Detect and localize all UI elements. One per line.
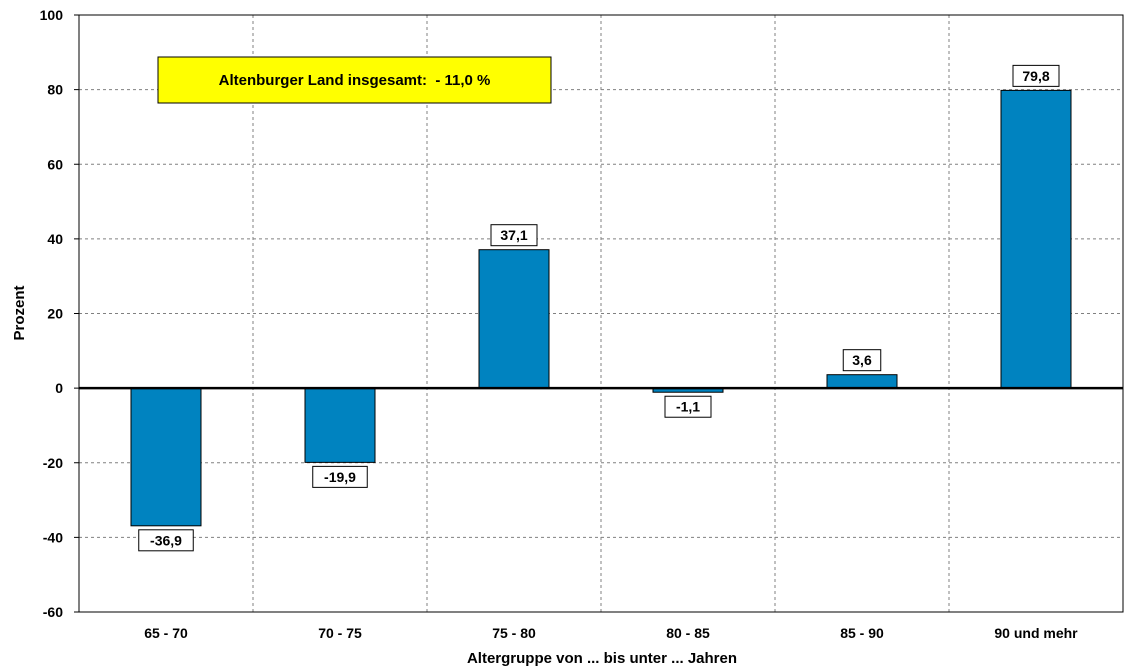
grid-lines [79, 15, 1123, 612]
x-tick-label: 80 - 85 [666, 625, 710, 641]
data-label-text: -19,9 [324, 469, 356, 485]
x-tick-label: 65 - 70 [144, 625, 188, 641]
data-label: -36,9 [138, 529, 194, 552]
bars [130, 89, 1072, 527]
y-tick-label: 100 [40, 7, 64, 23]
bar [304, 387, 376, 463]
x-tick-label: 75 - 80 [492, 625, 536, 641]
y-tick-label: 60 [47, 156, 63, 172]
data-label: -1,1 [664, 395, 712, 418]
y-axis-ticks: 100 80 60 40 20 0 -20 -40 -60 [40, 7, 79, 620]
x-tick-label: 70 - 75 [318, 625, 362, 641]
x-axis-ticks: 65 - 70 70 - 75 75 - 80 80 - 85 85 - 90 90 un… [144, 625, 1078, 641]
y-tick-label: 40 [47, 231, 63, 247]
data-label-text: 79,8 [1022, 68, 1049, 84]
bar [478, 249, 550, 389]
data-label: -19,9 [312, 465, 368, 488]
y-tick-label: -40 [43, 529, 63, 545]
data-label-box [1012, 64, 1060, 87]
y-tick-label: -20 [43, 455, 63, 471]
x-axis-title: Altergruppe von ... bis unter ... Jahren [467, 650, 737, 667]
annotation-box: Altenburger Land insgesamt: - 11,0 % [157, 56, 552, 104]
data-label-text: -36,9 [150, 532, 182, 548]
bar [130, 387, 202, 527]
data-label-box [842, 349, 882, 372]
data-label-box [138, 529, 194, 552]
y-tick-label: 0 [55, 380, 63, 396]
data-label: 37,1 [490, 224, 538, 247]
data-label-box [664, 395, 712, 418]
data-label-text: 37,1 [500, 227, 527, 243]
data-label-text: 3,6 [852, 352, 872, 368]
y-axis-title: Prozent [11, 285, 28, 340]
bar [1000, 89, 1072, 389]
data-label-text: -1,1 [676, 399, 700, 415]
x-tick-label: 85 - 90 [840, 625, 884, 641]
bar [826, 374, 898, 389]
data-label: 79,8 [1012, 64, 1060, 87]
data-label-box [490, 224, 538, 247]
data-labels: -36,9 -19,9 37,1 -1,1 3,6 79,8 [138, 64, 1060, 552]
annotation-text: Altenburger Land insgesamt: - 11,0 % [219, 72, 491, 89]
data-label: 3,6 [842, 349, 882, 372]
y-tick-label: 20 [47, 306, 63, 322]
y-tick-label: 80 [47, 82, 63, 98]
data-label-box [312, 465, 368, 488]
y-tick-label: -60 [43, 604, 63, 620]
x-tick-label: 90 und mehr [994, 625, 1078, 641]
